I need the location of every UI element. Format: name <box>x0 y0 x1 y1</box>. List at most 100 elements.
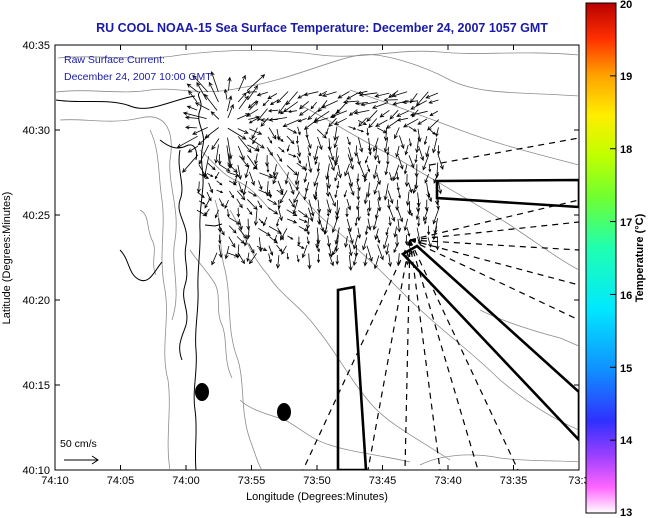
current-vector <box>228 180 237 186</box>
current-vector <box>403 218 408 232</box>
current-vector <box>426 225 431 236</box>
current-vector <box>286 253 290 260</box>
current-vector <box>277 199 281 210</box>
current-vector <box>219 226 225 236</box>
current-vector <box>267 198 278 205</box>
current-vector <box>362 237 368 251</box>
x-tick-label: 73:3 <box>568 475 589 487</box>
current-vector <box>210 111 220 120</box>
current-vector <box>364 225 369 236</box>
current-vector <box>310 101 318 110</box>
current-vector <box>396 110 410 117</box>
radar-site-marker <box>277 403 291 421</box>
current-vector <box>346 92 358 100</box>
current-vector <box>253 163 258 170</box>
current-vector <box>194 102 210 111</box>
radial-dashed-lines <box>302 137 579 470</box>
current-vector <box>391 91 408 98</box>
current-vector <box>435 127 439 138</box>
colorbar-tick-label: 14 <box>620 435 633 447</box>
current-vector <box>396 172 400 181</box>
current-vector <box>246 90 257 94</box>
current-vector <box>366 110 378 122</box>
current-vector <box>306 135 312 150</box>
current-vector <box>184 125 197 130</box>
current-vector <box>323 226 328 235</box>
current-vector <box>374 92 390 98</box>
current-vector <box>298 218 308 223</box>
current-vector <box>363 171 368 183</box>
current-vector <box>376 235 381 244</box>
current-vector <box>248 253 257 265</box>
current-vector <box>360 101 379 107</box>
current-vector <box>405 253 410 266</box>
current-vector <box>377 155 381 165</box>
current-vector <box>436 145 441 155</box>
current-vector <box>227 76 232 91</box>
current-vector <box>412 182 418 194</box>
current-vector <box>415 136 420 154</box>
current-vector <box>321 91 337 97</box>
current-vector <box>427 119 440 131</box>
current-vector <box>267 136 273 144</box>
current-vector <box>356 173 360 183</box>
current-vector <box>216 180 223 186</box>
current-vector <box>297 126 301 136</box>
current-vector <box>328 155 335 172</box>
current-vector <box>253 210 259 227</box>
current-vector <box>204 208 210 216</box>
current-vector <box>314 191 318 201</box>
current-vector <box>297 244 305 249</box>
current-vector <box>244 165 250 179</box>
current-vector <box>347 171 353 188</box>
current-vector <box>297 144 302 158</box>
current-vector <box>357 227 362 239</box>
current-vector <box>385 243 390 256</box>
current-vector <box>237 252 245 265</box>
current-vector <box>409 110 428 117</box>
current-vector <box>246 74 266 91</box>
current-vector <box>266 165 270 173</box>
colorbar-tick-labels: 20 19 18 17 16 15 14 13 <box>620 0 633 518</box>
current-vector <box>267 93 278 100</box>
current-vector <box>252 137 257 145</box>
current-vector <box>354 101 368 106</box>
current-vector <box>333 117 347 125</box>
current-vector <box>373 145 378 161</box>
current-vector <box>393 244 398 254</box>
current-vector <box>356 200 360 211</box>
x-tick-labels: 74:10 74:05 74:00 73:55 73:50 73:45 73:4… <box>41 475 589 487</box>
current-vector <box>192 74 209 93</box>
x-tick-label: 73:45 <box>369 475 397 487</box>
current-vector <box>274 234 277 243</box>
current-vector <box>371 102 389 109</box>
y-axis-label: Latitude (Degrees:Minutes) <box>1 192 13 325</box>
current-vector <box>258 218 264 224</box>
current-vector <box>298 101 309 110</box>
current-vector <box>294 171 300 186</box>
current-vector <box>214 171 220 180</box>
current-vector <box>247 85 259 100</box>
current-vector <box>387 254 392 268</box>
current-vector <box>329 191 336 208</box>
current-vector <box>237 128 249 134</box>
current-vector <box>217 153 222 166</box>
current-vector <box>316 243 320 253</box>
current-vector <box>226 209 230 218</box>
colorbar-tick-label: 16 <box>620 290 632 302</box>
current-vector <box>372 137 379 153</box>
current-vector <box>326 173 332 190</box>
current-vector <box>262 99 270 107</box>
current-vector <box>208 81 219 103</box>
current-vector <box>237 113 251 120</box>
current-vector <box>348 182 355 197</box>
current-vector <box>317 136 323 151</box>
current-vector <box>399 135 405 150</box>
current-vector <box>379 109 390 118</box>
current-vector <box>384 165 389 176</box>
current-vector <box>347 227 354 245</box>
current-vector <box>306 226 310 236</box>
current-vector <box>408 138 412 147</box>
current-vector <box>352 235 359 250</box>
current-vector <box>363 253 368 267</box>
